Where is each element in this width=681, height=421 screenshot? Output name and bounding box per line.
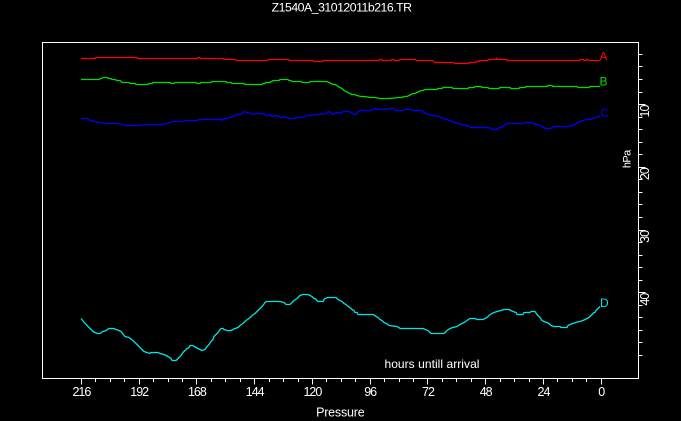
svg-text:A: A xyxy=(600,50,608,64)
svg-text:30: 30 xyxy=(638,230,652,243)
svg-text:Pressure: Pressure xyxy=(316,406,365,420)
svg-text:C: C xyxy=(600,106,609,120)
svg-text:hPa: hPa xyxy=(621,149,633,168)
svg-text:144: 144 xyxy=(246,385,265,399)
svg-text:40: 40 xyxy=(638,293,652,306)
svg-text:168: 168 xyxy=(188,385,207,399)
svg-text:10: 10 xyxy=(638,105,652,118)
svg-text:192: 192 xyxy=(130,385,149,399)
svg-text:0: 0 xyxy=(598,385,605,399)
svg-text:hours untill arrival: hours untill arrival xyxy=(384,357,479,371)
svg-text:120: 120 xyxy=(303,385,322,399)
svg-text:20: 20 xyxy=(638,167,652,180)
svg-text:24: 24 xyxy=(538,385,551,399)
svg-text:48: 48 xyxy=(480,385,493,399)
svg-text:216: 216 xyxy=(72,385,91,399)
svg-text:D: D xyxy=(600,296,609,310)
svg-text:96: 96 xyxy=(364,385,377,399)
svg-text:72: 72 xyxy=(422,385,435,399)
svg-text:Z1540A_31012011b216.TR: Z1540A_31012011b216.TR xyxy=(272,0,412,14)
svg-text:B: B xyxy=(600,74,608,88)
